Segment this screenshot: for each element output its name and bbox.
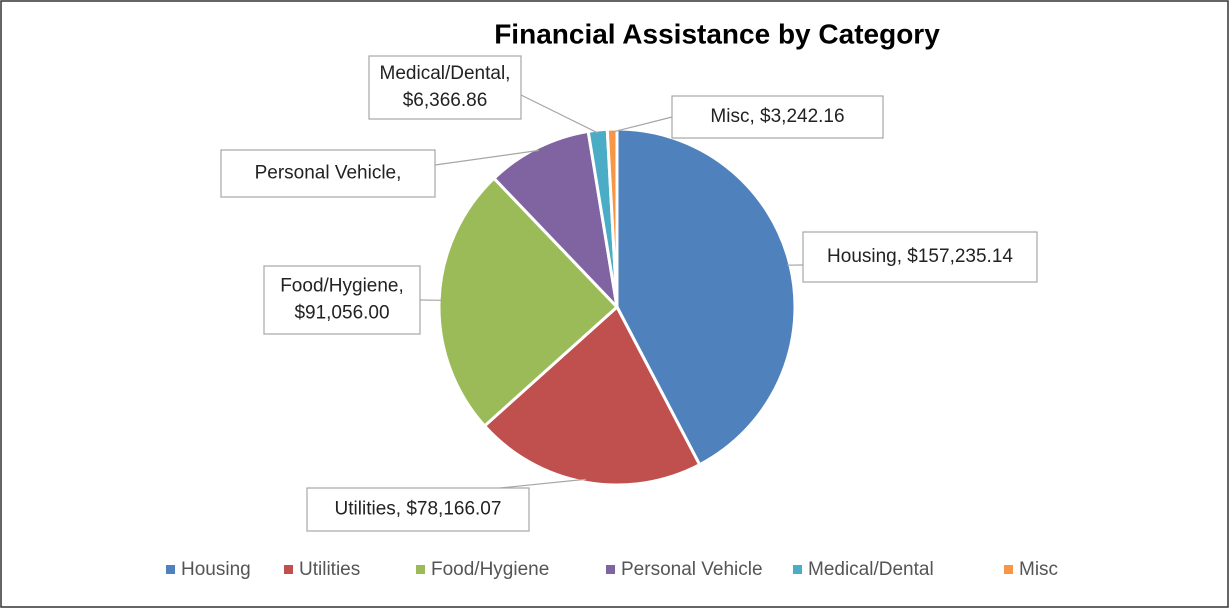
data-label: $6,366.86 xyxy=(403,90,488,111)
data-label: Food/Hygiene, xyxy=(280,276,404,297)
data-label: Utilities, $78,166.07 xyxy=(335,499,502,520)
legend-swatch xyxy=(606,565,615,574)
legend-label: Personal Vehicle xyxy=(621,559,763,580)
legend-swatch xyxy=(166,565,175,574)
data-label: Housing, $157,235.14 xyxy=(827,246,1013,267)
chart-title: Financial Assistance by Category xyxy=(494,18,940,49)
legend-label: Utilities xyxy=(299,559,360,580)
legend-swatch xyxy=(1004,565,1013,574)
legend-swatch xyxy=(416,565,425,574)
legend-label: Food/Hygiene xyxy=(431,559,549,580)
data-label: Misc, $3,242.16 xyxy=(710,106,844,127)
data-label: Medical/Dental, xyxy=(380,63,511,84)
legend-swatch xyxy=(793,565,802,574)
data-label: Personal Vehicle, xyxy=(255,163,402,184)
legend-label: Medical/Dental xyxy=(808,559,934,580)
legend-swatch xyxy=(284,565,293,574)
legend-label: Housing xyxy=(181,559,251,580)
data-label: $91,056.00 xyxy=(294,303,389,324)
legend-label: Misc xyxy=(1019,559,1058,580)
